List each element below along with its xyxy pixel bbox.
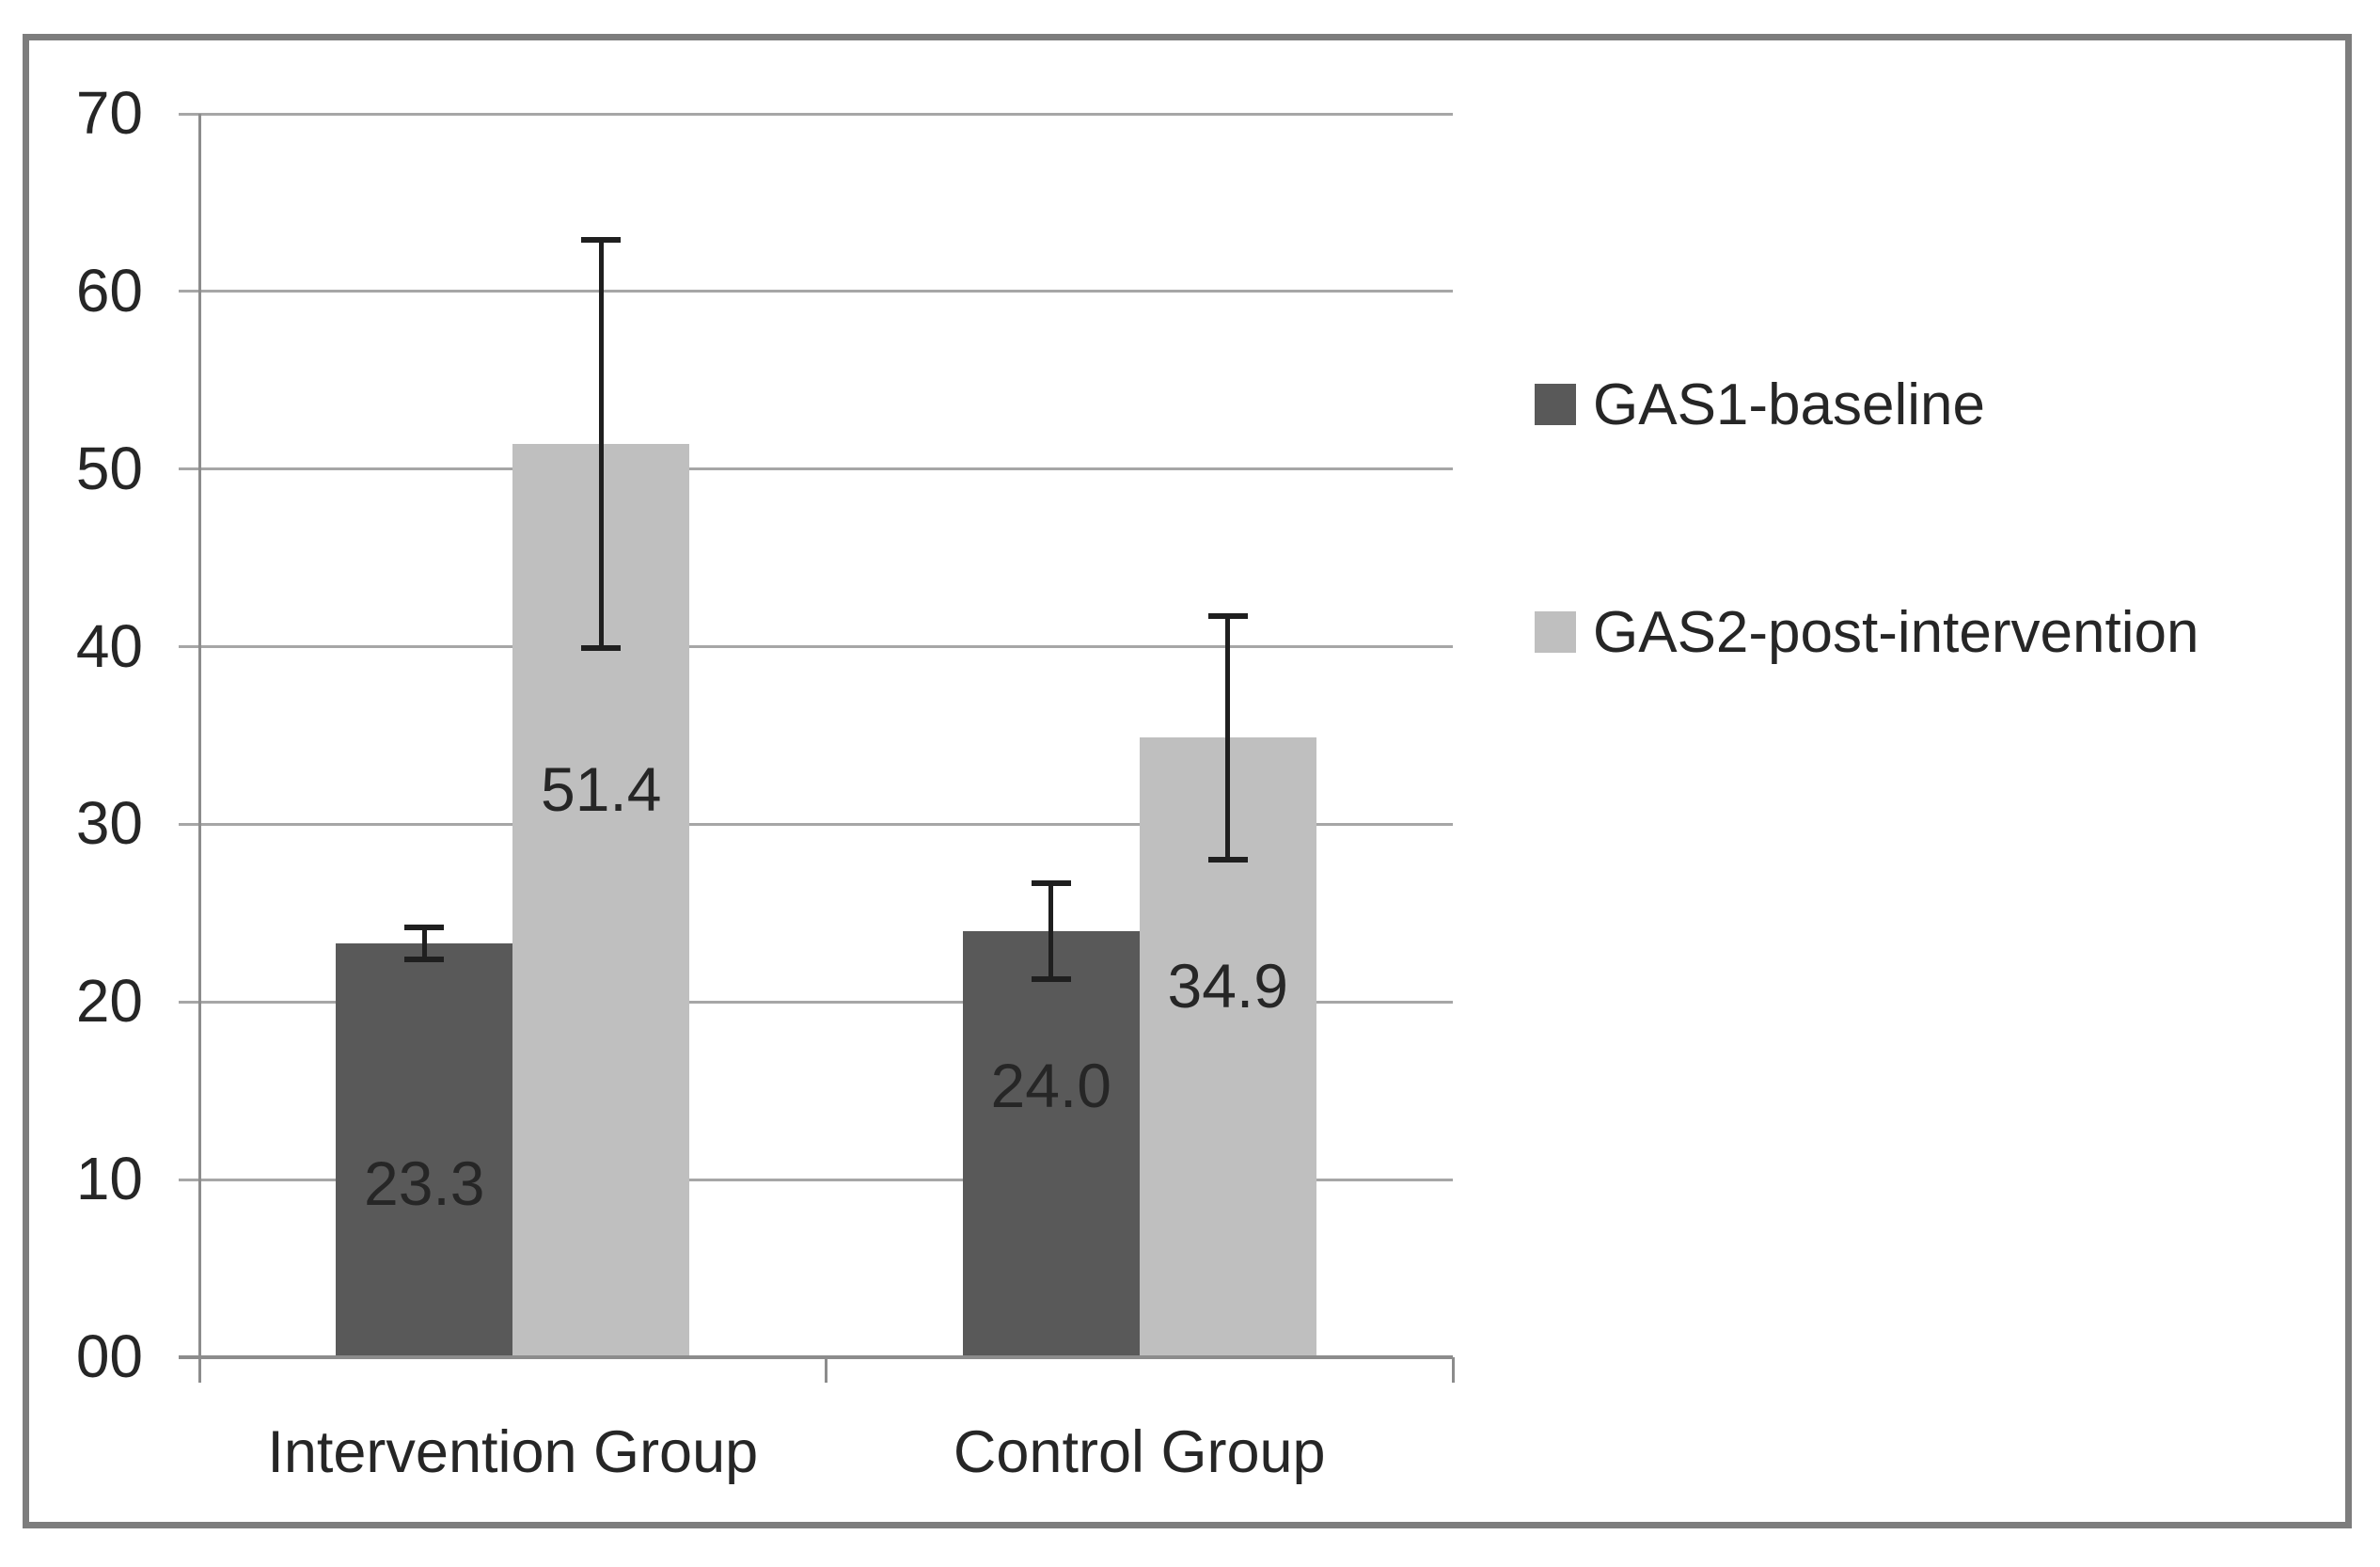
data-label: 51.4: [541, 753, 662, 824]
category-label-2: Control Group: [953, 1419, 1326, 1485]
error-bar-cap: [404, 924, 445, 930]
data-label: 23.3: [364, 1148, 485, 1218]
gridline: [179, 822, 1453, 826]
y-tick-label: 70: [75, 79, 143, 147]
chart-frame: 00 10 20 30 40 50 60 70 23.3 24.0 51.4 34.9 Interven…: [23, 34, 2352, 1528]
error-bar-stem: [421, 926, 427, 959]
y-tick-label: 50: [75, 434, 143, 502]
y-tick-label: 00: [75, 1322, 143, 1390]
error-bar-cap: [1207, 613, 1248, 620]
error-bar-cap: [404, 956, 445, 962]
data-label: 34.9: [1167, 951, 1288, 1021]
legend-swatch: [1535, 384, 1576, 425]
legend-item-gas2: GAS2-post-intervention: [1535, 600, 2199, 665]
legend-label: GAS2-post-intervention: [1593, 599, 2199, 665]
legend-swatch: [1535, 611, 1576, 653]
error-bar-stem: [1048, 882, 1054, 979]
bar-GAS1-baseline-Intervention Group: [336, 942, 513, 1357]
plot-area: 00 10 20 30 40 50 60 70 23.3 24.0 51.4 34.9 Interven…: [75, 79, 1455, 1485]
error-bar-cap: [1031, 975, 1071, 982]
gridline: [179, 467, 1453, 471]
y-axis-line: [197, 114, 201, 1383]
y-tick-label: 60: [75, 256, 143, 324]
error-bar-cap: [1207, 857, 1248, 863]
gridline: [179, 1178, 1453, 1181]
bar-GAS1-baseline-Control Group: [962, 930, 1140, 1357]
y-tick-label: 40: [75, 611, 143, 680]
x-axis-tick: [825, 1357, 827, 1383]
error-bar-stem: [598, 240, 604, 649]
y-tick-label: 20: [75, 967, 143, 1036]
gridline: [179, 645, 1453, 649]
data-label: 24.0: [990, 1051, 1111, 1121]
legend-item-gas1: GAS1-baseline: [1535, 372, 1986, 437]
y-tick-label: 10: [75, 1145, 143, 1213]
error-bar-stem: [1225, 616, 1231, 861]
gridline: [179, 290, 1453, 293]
error-bar-cap: [581, 237, 622, 244]
category-label-1: Intervention Group: [267, 1419, 759, 1485]
x-axis-line: [179, 1355, 1453, 1359]
error-bar-cap: [1031, 879, 1071, 886]
gridline: [179, 112, 1453, 116]
y-tick-label: 30: [75, 789, 143, 858]
gridline: [179, 1000, 1453, 1004]
x-axis-tick: [1451, 1357, 1455, 1383]
legend-label: GAS1-baseline: [1593, 372, 1986, 437]
error-bar-cap: [581, 645, 622, 652]
